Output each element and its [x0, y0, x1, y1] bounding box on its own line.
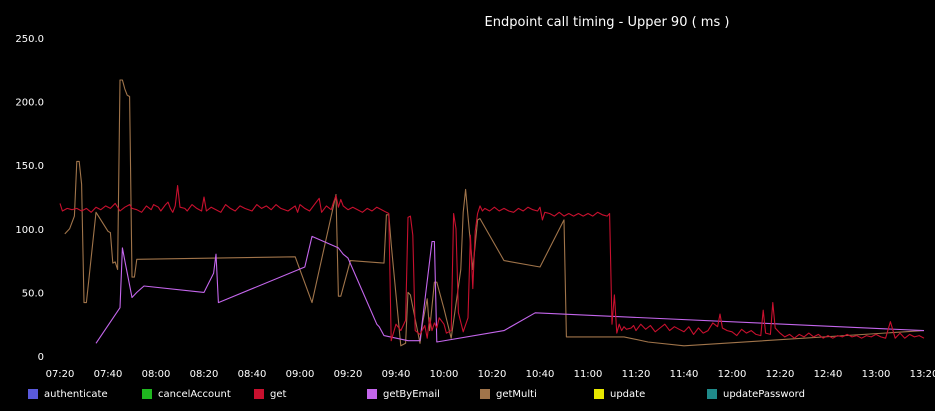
- legend-label: get: [270, 388, 287, 400]
- legend-item-updatepassword[interactable]: updatePassword: [707, 386, 805, 402]
- legend-swatch: [707, 389, 717, 399]
- x-tick-label: 12:00: [718, 369, 747, 380]
- legend-swatch: [254, 389, 264, 399]
- x-tick-label: 09:20: [334, 369, 363, 380]
- x-tick-label: 11:20: [622, 369, 651, 380]
- legend-item-cancelaccount[interactable]: cancelAccount: [142, 386, 231, 402]
- y-tick-label: 50.0: [22, 288, 44, 299]
- legend-item-authenticate[interactable]: authenticate: [28, 386, 108, 402]
- legend-label: getByEmail: [383, 388, 440, 400]
- x-tick-label: 10:00: [430, 369, 459, 380]
- legend-swatch: [367, 389, 377, 399]
- legend-label: update: [610, 388, 646, 400]
- legend-label: authenticate: [44, 388, 108, 400]
- y-tick-label: 150.0: [15, 161, 44, 172]
- legend-item-update[interactable]: update: [594, 386, 645, 402]
- chart-title: Endpoint call timing - Upper 90 ( ms ): [485, 15, 730, 30]
- legend-swatch: [480, 389, 490, 399]
- x-tick-label: 11:00: [574, 369, 603, 380]
- y-tick-label: 250.0: [15, 34, 44, 45]
- legend-label: updatePassword: [723, 388, 805, 400]
- x-tick-label: 13:00: [862, 369, 891, 380]
- series-line-getmulti: [64, 79, 925, 347]
- x-axis-ticks: 07:20 07:40 08:00 08:20 08:40 09:00 09:20 09:40…: [46, 369, 935, 380]
- x-tick-label: 10:20: [478, 369, 507, 380]
- y-tick-label: 100.0: [15, 225, 44, 236]
- x-tick-label: 07:20: [46, 369, 75, 380]
- legend-swatch: [594, 389, 604, 399]
- y-tick-label: 200.0: [15, 98, 44, 109]
- legend-item-getbyemail[interactable]: getByEmail: [367, 386, 440, 402]
- legend-swatch: [142, 389, 152, 399]
- legend: authenticate cancelAccount get getByEmail ge…: [28, 386, 928, 402]
- x-tick-label: 13:20: [910, 369, 935, 380]
- series-line-getbyemail: [95, 235, 925, 344]
- x-tick-label: 07:40: [94, 369, 123, 380]
- x-tick-label: 12:20: [766, 369, 795, 380]
- x-tick-label: 08:20: [190, 369, 219, 380]
- x-tick-label: 08:00: [142, 369, 171, 380]
- y-tick-label: 0: [38, 352, 44, 363]
- legend-label: getMulti: [496, 388, 537, 400]
- x-tick-label: 11:40: [670, 369, 699, 380]
- series-line-get: [59, 185, 925, 342]
- x-tick-label: 12:40: [814, 369, 843, 380]
- legend-item-get[interactable]: get: [254, 386, 286, 402]
- y-axis-ticks: 0 50.0 100.0 150.0 200.0 250.0: [15, 34, 44, 363]
- x-tick-label: 09:40: [382, 369, 411, 380]
- legend-item-getmulti[interactable]: getMulti: [480, 386, 537, 402]
- legend-swatch: [28, 389, 38, 399]
- x-tick-label: 09:00: [286, 369, 315, 380]
- x-tick-label: 08:40: [238, 369, 267, 380]
- x-tick-label: 10:40: [526, 369, 555, 380]
- plot-area: [59, 79, 925, 347]
- legend-label: cancelAccount: [158, 388, 231, 400]
